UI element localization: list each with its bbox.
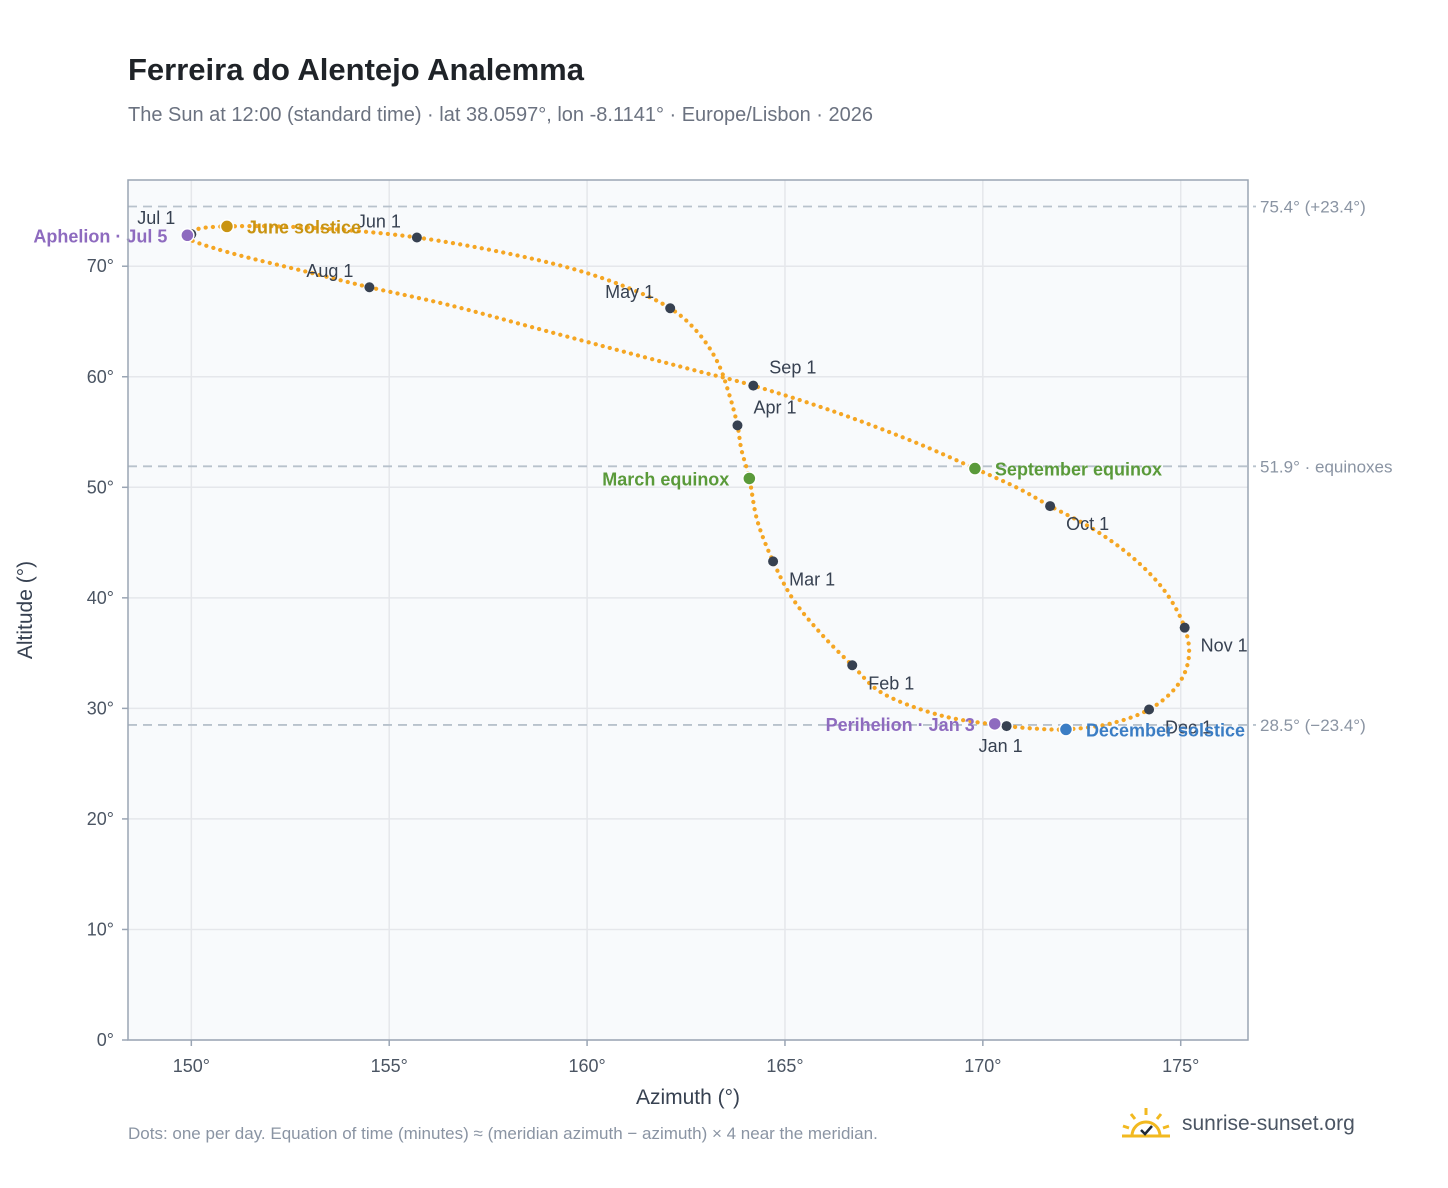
event-label: December solstice [1086, 720, 1245, 740]
month-markers: Jan 1 Feb 1 Mar 1 Apr 1 May 1 Jun 1 Jul 1 Aug 1… [137, 208, 1247, 756]
month-label: Apr 1 [753, 397, 796, 417]
x-tick-label: 170° [964, 1056, 1001, 1076]
month-marker [364, 282, 375, 293]
reference-line-label: 75.4° (+23.4°) [1260, 198, 1366, 217]
month-label: Jul 1 [137, 208, 175, 228]
month-marker [748, 380, 759, 391]
reference-lines: 75.4° (+23.4°) 51.9° · equinoxes 28.5° (−2… [128, 198, 1393, 735]
y-tick-label: 10° [87, 919, 114, 939]
month-label: Dec 1 [1165, 717, 1212, 737]
month-marker [732, 420, 743, 431]
brand-logo[interactable]: sunrise-sunset.org [1120, 1104, 1355, 1144]
x-tick-label: 175° [1162, 1056, 1199, 1076]
event-marker [219, 219, 235, 234]
y-tick-label: 50° [87, 477, 114, 497]
month-label: Aug 1 [306, 261, 353, 281]
event-label: Perihelion · Jan 3 [826, 715, 975, 735]
month-marker [411, 232, 422, 243]
event-label: June solstice [247, 217, 361, 237]
y-axis-label: Altitude (°) [14, 561, 37, 659]
reference-line-label: 28.5° (−23.4°) [1260, 716, 1366, 735]
month-label: Jun 1 [357, 211, 401, 231]
reference-line-label: 51.9° · equinoxes [1260, 457, 1393, 476]
y-tick-label: 40° [87, 588, 114, 608]
month-label: Jan 1 [979, 736, 1023, 756]
event-marker [987, 716, 1002, 732]
x-tick-label: 155° [371, 1056, 408, 1076]
event-marker [1058, 722, 1074, 737]
y-axis-ticks: 0° 10° 20° 30° 40° 50° 60° 70° [87, 256, 128, 1050]
footnote: Dots: one per day. Equation of time (min… [128, 1124, 878, 1143]
sun-icon [1122, 1108, 1170, 1138]
y-tick-label: 60° [87, 367, 114, 387]
chart-subtitle: The Sun at 12:00 (standard time) · lat 3… [128, 104, 873, 126]
month-marker [768, 556, 779, 567]
month-marker [665, 303, 676, 314]
month-label: Nov 1 [1201, 636, 1248, 656]
event-label: September equinox [995, 460, 1162, 480]
y-tick-label: 0° [97, 1030, 114, 1050]
month-label: Sep 1 [769, 358, 816, 378]
month-label: Oct 1 [1066, 514, 1109, 534]
x-axis-label: Azimuth (°) [636, 1086, 740, 1109]
month-marker [1144, 704, 1155, 715]
month-marker [1045, 501, 1056, 512]
event-label: March equinox [602, 469, 729, 489]
x-tick-label: 150° [173, 1056, 210, 1076]
y-tick-label: 70° [87, 256, 114, 276]
month-label: Feb 1 [868, 673, 914, 693]
event-label: Aphelion · Jul 5 [33, 226, 167, 246]
month-marker [847, 660, 858, 671]
event-marker [180, 228, 195, 243]
y-tick-label: 30° [87, 698, 114, 718]
special-markers: Aphelion · Jul 5 June solstice March equin… [33, 217, 1245, 740]
event-marker [742, 471, 757, 486]
x-axis-ticks: 150° 155° 160° 165° 170° 175° [173, 1040, 1199, 1076]
brand-name: sunrise-sunset.org [1182, 1112, 1355, 1135]
y-tick-label: 20° [87, 809, 114, 829]
month-marker [1001, 721, 1012, 732]
plot-frame [127, 179, 1249, 1041]
x-tick-label: 160° [568, 1056, 605, 1076]
month-label: Mar 1 [789, 569, 835, 589]
month-marker [1179, 622, 1190, 633]
event-marker [967, 461, 983, 476]
chart-title: Ferreira do Alentejo Analemma [128, 52, 584, 87]
plot-background [128, 180, 1248, 1040]
month-label: May 1 [605, 282, 654, 302]
x-tick-label: 165° [766, 1056, 803, 1076]
